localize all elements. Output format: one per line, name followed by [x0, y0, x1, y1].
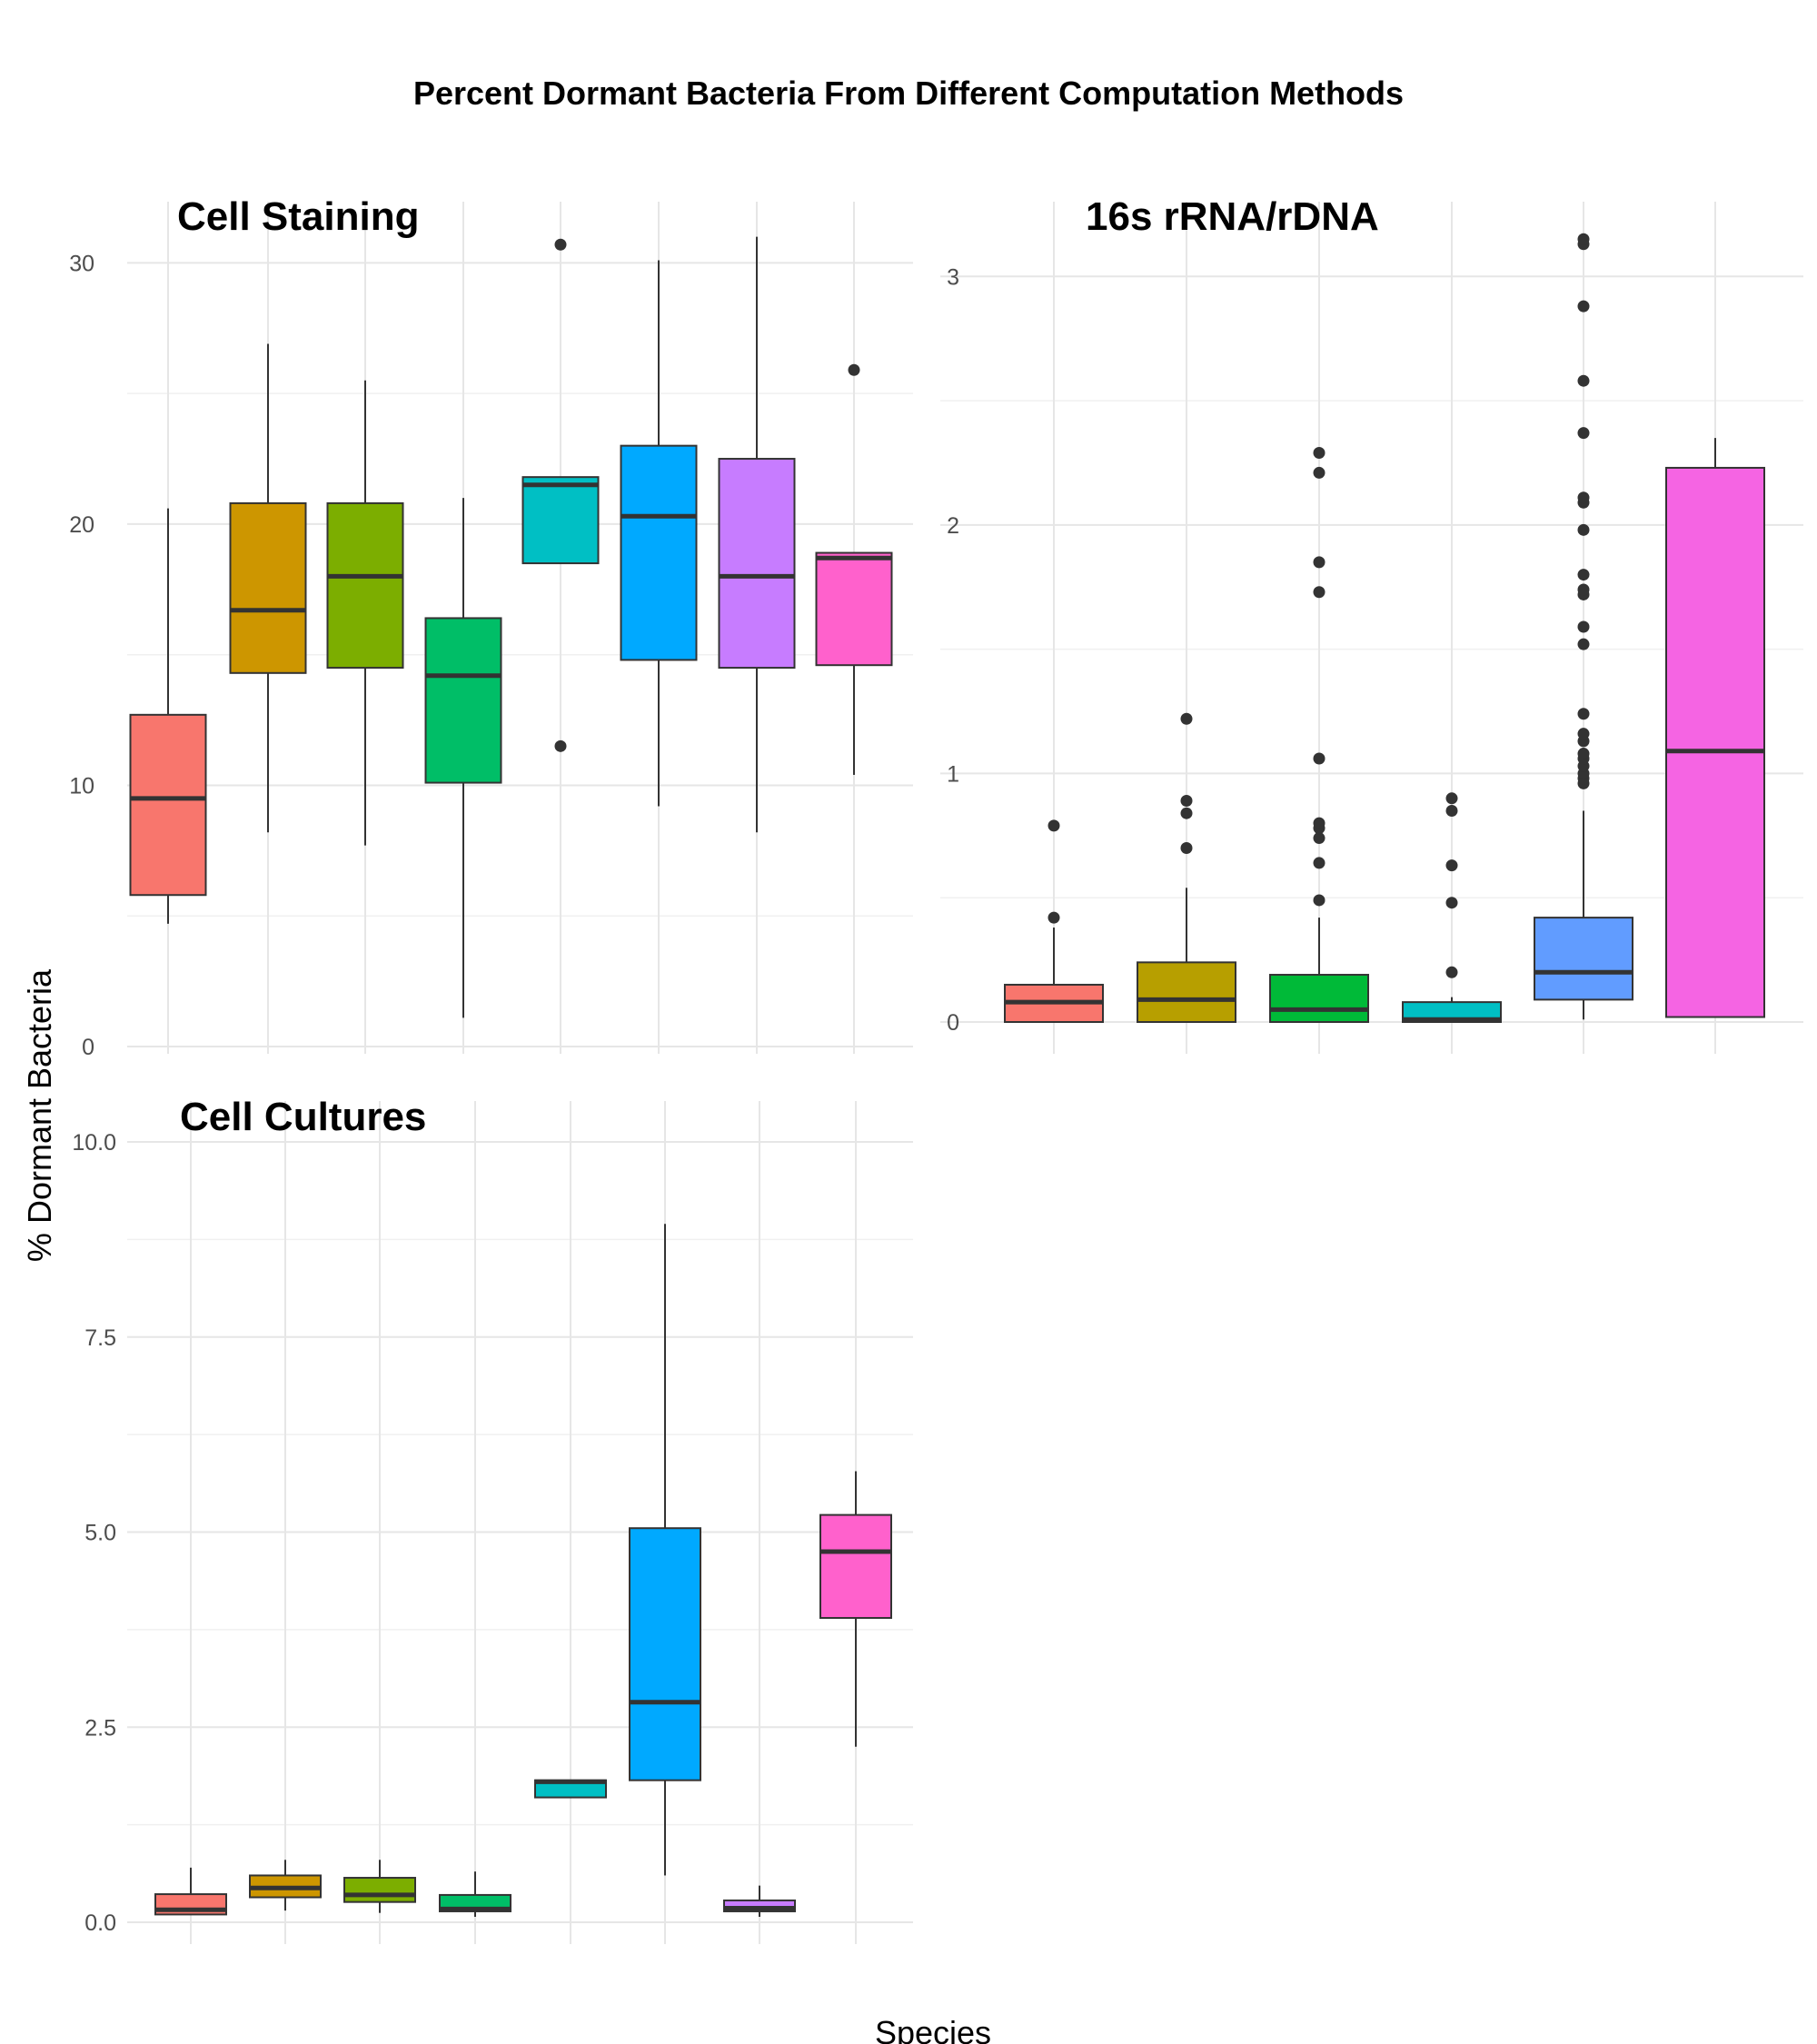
panel-cell-staining: 0 10 20 30 Cell Staining: [69, 194, 913, 1060]
box-2: [249, 1860, 322, 1911]
box-1: [154, 1867, 227, 1916]
box-6: [629, 1224, 701, 1876]
box-body: [343, 1877, 416, 1903]
outlier-point: [1313, 857, 1326, 869]
box-body: [229, 501, 307, 674]
y-tick-label: 20: [69, 512, 94, 538]
outlier-point: [1577, 569, 1590, 581]
box-1: [129, 508, 207, 924]
box-body: [1402, 1001, 1502, 1023]
outlier-point: [1180, 712, 1193, 725]
outlier-point: [554, 238, 567, 251]
y-tick-label: 30: [69, 251, 94, 276]
box-4: [439, 1871, 511, 1917]
outlier-point: [1577, 300, 1590, 313]
panel-title: Cell Cultures: [180, 1095, 426, 1139]
outlier-point: [1445, 897, 1458, 909]
box-body: [718, 458, 796, 670]
box-3: [343, 1860, 416, 1913]
box-body: [819, 1513, 892, 1619]
panel-title: Cell Staining: [177, 194, 419, 239]
box-4: [1402, 792, 1502, 1023]
outlier-point: [1313, 447, 1326, 460]
outlier-point: [1445, 804, 1458, 817]
outlier-point: [1577, 748, 1590, 760]
box-5: [1534, 233, 1633, 1020]
outlier-point: [1577, 728, 1590, 740]
box-body: [521, 476, 600, 565]
outlier-point: [554, 739, 567, 752]
outlier-point: [1577, 427, 1590, 440]
box-body: [129, 713, 207, 897]
outlier-point: [1313, 466, 1326, 479]
box-5: [521, 238, 600, 752]
outlier-point: [1577, 583, 1590, 596]
outlier-point: [1445, 966, 1458, 978]
box-body: [1269, 974, 1369, 1024]
outlier-point: [1180, 795, 1193, 808]
y-tick-label: 1: [947, 761, 959, 787]
outlier-point: [1577, 374, 1590, 387]
y-tick-label: 2.5: [84, 1715, 116, 1741]
box-body: [424, 617, 502, 784]
box-5: [534, 1779, 607, 1799]
outlier-point: [1313, 586, 1326, 599]
outlier-point: [848, 363, 860, 376]
outlier-point: [1577, 638, 1590, 650]
box-6: [1665, 438, 1765, 1018]
outlier-point: [1577, 523, 1590, 536]
outlier-point: [1313, 817, 1326, 829]
outlier-point: [1577, 491, 1590, 504]
box-body: [326, 501, 404, 670]
outlier-point: [1577, 708, 1590, 720]
box-3: [326, 380, 404, 846]
box-body: [1534, 917, 1633, 1001]
outlier-point: [1445, 859, 1458, 872]
box-body: [629, 1527, 701, 1781]
outlier-point: [1313, 752, 1326, 765]
box-body: [620, 444, 698, 661]
box-3: [1269, 447, 1369, 1024]
panel-cell-cultures: 0.0 2.5 5.0 7.5 10.0 Cell Cultures: [72, 1095, 913, 1944]
outlier-point: [1048, 819, 1060, 832]
outlier-point: [1180, 842, 1193, 855]
outlier-point: [1445, 792, 1458, 805]
box-2: [229, 343, 307, 833]
panel-16s-rrna-rdna: 0 1 2 3 16s rRNA/rDNA: [940, 194, 1803, 1054]
box-2: [1137, 712, 1236, 1024]
y-tick-label: 0.0: [84, 1910, 116, 1936]
x-axis-label: Species: [875, 2014, 991, 2044]
y-tick-label: 10.0: [72, 1130, 116, 1156]
outlier-point: [1313, 832, 1326, 845]
box-body: [1137, 961, 1236, 1024]
box-body: [815, 551, 893, 667]
y-axis-label: % Dormant Bacteria: [21, 968, 58, 1262]
y-tick-label: 10: [69, 773, 94, 799]
box-7: [723, 1885, 796, 1917]
y-tick-label: 5.0: [84, 1521, 116, 1546]
box-4: [424, 498, 502, 1018]
outlier-point: [1577, 620, 1590, 633]
box-1: [1004, 819, 1104, 1023]
y-tick-label: 2: [947, 513, 959, 539]
y-tick-label: 7.5: [84, 1325, 116, 1351]
figure-title: Percent Dormant Bacteria From Different …: [413, 74, 1404, 112]
outlier-point: [1313, 894, 1326, 907]
panel-title: 16s rRNA/rDNA: [1086, 194, 1379, 239]
outlier-point: [1313, 556, 1326, 569]
box-body: [1665, 466, 1765, 1018]
outlier-point: [1180, 807, 1193, 819]
outlier-point: [1577, 233, 1590, 245]
box-8: [819, 1471, 892, 1747]
box-8: [815, 363, 893, 775]
outlier-point: [1048, 911, 1060, 924]
box-6: [620, 260, 698, 807]
y-tick-label: 0: [947, 1010, 959, 1036]
box-7: [718, 236, 796, 833]
y-tick-label: 3: [947, 264, 959, 290]
y-tick-label: 0: [82, 1035, 94, 1060]
